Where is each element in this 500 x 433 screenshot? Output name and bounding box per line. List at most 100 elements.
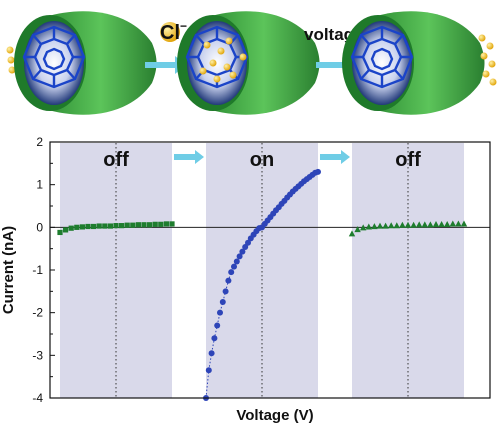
data-point	[245, 239, 251, 246]
data-point	[427, 221, 434, 228]
data-point	[225, 277, 232, 284]
ion-charge: −	[180, 19, 187, 33]
chloride-ion	[213, 75, 221, 83]
data-point	[141, 222, 147, 228]
arrow-right-1	[145, 56, 186, 74]
x-axis-title: Voltage (V)	[236, 407, 313, 424]
data-point	[169, 221, 175, 227]
data-point	[444, 220, 451, 227]
data-point	[410, 221, 417, 228]
chloride-ion-legend: Cl −	[160, 19, 187, 44]
series-2-on	[203, 168, 321, 401]
chloride-ion	[488, 60, 496, 68]
nanotube-closed-left	[6, 11, 157, 115]
chloride-ion	[223, 63, 231, 71]
chloride-ion	[7, 56, 15, 64]
data-point	[388, 222, 395, 229]
data-point	[113, 223, 119, 229]
data-point	[91, 223, 97, 230]
data-point	[315, 168, 321, 175]
series-1-off	[57, 221, 175, 236]
chloride-ion	[203, 41, 211, 49]
data-point	[217, 309, 223, 316]
data-point	[219, 299, 226, 305]
data-point	[85, 223, 91, 230]
data-point	[354, 226, 361, 233]
data-point	[211, 335, 218, 342]
state-label-off-2: off	[395, 149, 421, 171]
y-tick-label: -4	[32, 391, 43, 405]
y-tick-label: 1	[36, 178, 43, 192]
data-point	[228, 269, 235, 276]
data-point	[205, 367, 212, 374]
data-point	[399, 221, 406, 228]
data-point	[365, 223, 372, 230]
data-point	[416, 221, 423, 228]
data-point	[393, 222, 400, 229]
series-layer	[57, 168, 468, 401]
y-tick-label: 2	[36, 135, 43, 149]
data-point	[96, 223, 102, 229]
data-point	[348, 230, 356, 237]
y-axis-title: Current (nA)	[0, 226, 17, 314]
schematic: Cl −	[6, 11, 497, 115]
data-point	[460, 220, 468, 227]
data-point	[239, 248, 246, 255]
data-point	[107, 223, 113, 229]
chloride-ion	[199, 67, 207, 75]
molecular-cage	[22, 25, 86, 89]
data-point	[421, 221, 428, 228]
data-point	[242, 243, 249, 250]
chloride-ion	[217, 47, 225, 55]
state-label-on: on	[250, 149, 274, 171]
molecular-cage	[350, 25, 414, 89]
data-point	[57, 229, 63, 236]
data-point	[404, 221, 412, 228]
state-label-off-1: off	[103, 149, 129, 171]
state-arrows	[174, 150, 350, 164]
y-tick-label: -2	[32, 306, 43, 320]
ion-cluster-outside	[478, 34, 497, 86]
ion-label: Cl	[160, 22, 180, 44]
data-point	[382, 222, 389, 229]
panel-zero-volt-lines	[115, 143, 409, 398]
data-point	[371, 223, 378, 230]
nanotube-open-center	[177, 11, 320, 115]
data-point	[74, 224, 80, 230]
data-point	[231, 263, 237, 270]
chloride-ion	[480, 52, 488, 60]
data-point	[68, 225, 74, 231]
nanotube-closed-right	[342, 11, 497, 115]
data-point	[102, 223, 108, 229]
data-point	[135, 222, 141, 228]
y-tick-label: 0	[36, 220, 43, 234]
chloride-ion	[225, 37, 233, 45]
chloride-ion	[489, 78, 497, 86]
data-point	[236, 253, 243, 260]
y-axis-ticks: 2 1 0 -1 -2 -3 -4	[32, 135, 55, 405]
data-point	[79, 224, 85, 230]
data-point	[63, 227, 69, 233]
chloride-ion	[478, 34, 486, 42]
data-point	[233, 258, 240, 265]
data-point	[222, 288, 229, 295]
y-tick-label: -1	[32, 263, 43, 277]
chloride-ion	[239, 53, 247, 61]
ion-cluster-inside	[199, 37, 247, 83]
data-point	[152, 221, 158, 227]
data-point	[130, 222, 136, 228]
data-point	[119, 223, 125, 229]
chloride-ion-icon	[160, 22, 180, 42]
data-point	[455, 220, 462, 227]
chloride-ion	[482, 70, 490, 78]
chloride-ion	[209, 59, 217, 67]
y-tick-label: -3	[32, 348, 43, 362]
chloride-ion	[229, 71, 237, 79]
data-point	[449, 220, 456, 227]
state-arrow-1	[174, 150, 204, 164]
data-point	[376, 222, 384, 229]
chloride-ion	[8, 66, 16, 74]
data-point	[214, 322, 221, 329]
chloride-ion	[486, 42, 494, 50]
data-point	[158, 221, 164, 227]
